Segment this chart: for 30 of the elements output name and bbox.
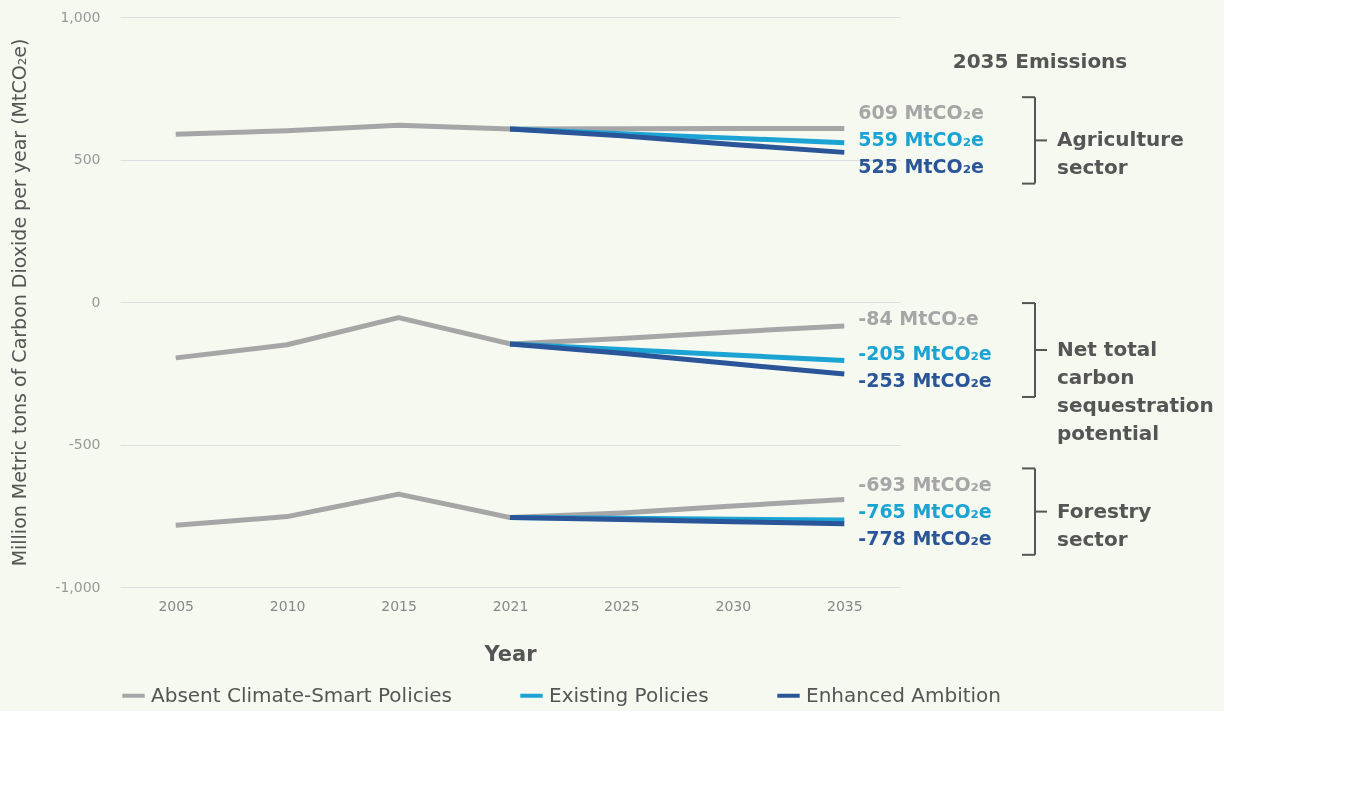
data-label: -765 MtCO₂e xyxy=(858,499,992,522)
text: 2035 Emissions xyxy=(952,49,1128,73)
data-label: -693 MtCO₂e xyxy=(858,472,992,495)
data-label: 559 MtCO₂e xyxy=(858,128,984,151)
y-tick-label: 500 xyxy=(73,151,101,167)
x-axis-title: Year xyxy=(483,641,538,666)
x-tick-label: 2005 xyxy=(158,597,195,614)
x-tick-label: 2025 xyxy=(604,597,640,614)
legend-label: Existing Policies xyxy=(549,682,709,707)
data-label: -84 MtCO₂e xyxy=(858,307,979,330)
data-label: -778 MtCO₂e xyxy=(858,526,992,549)
text: Forestry sector xyxy=(1057,498,1152,551)
text: Net total carbon sequestration potential xyxy=(1057,337,1214,446)
y-tick-label: 1,000 xyxy=(60,8,101,25)
x-tick-label: 2021 xyxy=(492,597,529,614)
data-label: 525 MtCO₂e xyxy=(858,155,984,178)
data-label: -205 MtCO₂e xyxy=(858,341,992,364)
data-label: -253 MtCO₂e xyxy=(858,368,992,391)
y-tick-label: 0 xyxy=(91,293,101,310)
x-tick-label: 2010 xyxy=(269,597,306,614)
y-axis-title: Million Metric tons of Carbon Dioxide per year (MtCO₂e) xyxy=(8,38,31,567)
data-label: 609 MtCO₂e xyxy=(858,101,984,124)
x-tick-label: 2030 xyxy=(715,597,752,614)
y-tick-label: -1,000 xyxy=(55,578,101,595)
y-tick-label: -500 xyxy=(68,436,101,452)
text: Agriculture sector xyxy=(1057,127,1184,180)
x-tick-label: 2035 xyxy=(826,597,863,614)
legend-label: Absent Climate-Smart Policies xyxy=(151,682,452,707)
x-tick-label: 2015 xyxy=(381,597,417,614)
legend-label: Enhanced Ambition xyxy=(806,682,1001,707)
